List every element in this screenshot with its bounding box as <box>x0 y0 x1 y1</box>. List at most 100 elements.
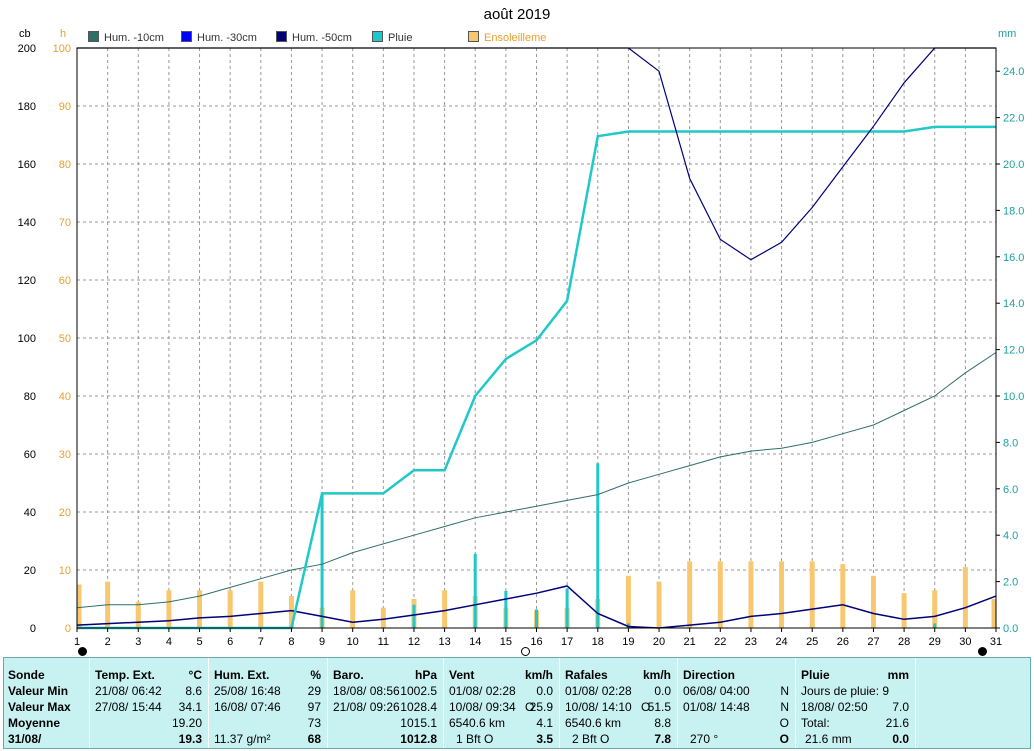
gusts-max: 51.5 <box>647 700 671 714</box>
y-tick-label-mm: 18.0 <box>1003 205 1024 217</box>
baro-min-date: 18/08/ 08:56 <box>333 684 400 698</box>
y-tick-label-cb: 120 <box>18 275 36 287</box>
y-tick-label-cb: 60 <box>24 449 36 461</box>
y-tick-label-h: 50 <box>59 333 71 345</box>
legend-label: Ensoleilleme <box>484 32 547 44</box>
line-hum-10cm <box>76 352 997 609</box>
baro-title: Baro. <box>333 668 364 682</box>
col-rain: Pluie mm Jours de pluie: 9 18/08/ 02:50 … <box>796 658 916 748</box>
y-tick-label-mm: 2.0 <box>1003 577 1018 589</box>
sunshine-bar <box>197 590 203 628</box>
sunshine-bar <box>991 599 997 628</box>
direction-min-date: 06/08/ 04:00 <box>683 684 750 698</box>
x-tick-label: 8 <box>288 636 294 648</box>
sunshine-bar <box>76 584 82 628</box>
month-start-marker[interactable] <box>78 647 87 656</box>
legend-swatch <box>88 31 99 42</box>
rain-max: 7.0 <box>892 700 909 714</box>
rain-total-label: Total: <box>801 716 830 730</box>
y-tick-label-h: 70 <box>59 217 71 229</box>
month-end-marker[interactable] <box>978 647 987 656</box>
x-tick-label: 27 <box>867 636 879 648</box>
sunshine-bar <box>656 581 662 628</box>
gusts-avg: 8.8 <box>654 716 671 730</box>
gusts-min: 0.0 <box>654 684 671 698</box>
gusts-distance: 6540.6 km <box>565 716 622 730</box>
y-tick-label-mm: 16.0 <box>1003 252 1024 264</box>
sunshine-bar <box>962 567 968 628</box>
temp-min-date: 21/08/ 06:42 <box>95 684 162 698</box>
sunshine-bar <box>380 607 386 628</box>
col-barometer: Baro. hPa 18/08/ 08:56 1002.5 21/08/ 09:… <box>328 658 444 748</box>
legend-label: Pluie <box>388 32 413 44</box>
rain-total: 21.6 <box>885 716 909 730</box>
sunshine-bar <box>932 590 938 628</box>
sunshine-bar <box>135 601 141 628</box>
sunshine-bar <box>350 590 356 628</box>
wind-max: 25.9 <box>529 700 553 714</box>
sunshine-bar <box>779 561 785 628</box>
row-label-min: Valeur Min <box>8 684 69 698</box>
hum-title: Hum. Ext. <box>214 668 270 682</box>
x-tick-label: 28 <box>898 636 910 648</box>
hum-max-date: 16/08/ 07:46 <box>214 700 281 714</box>
x-tick-label: 24 <box>775 636 787 648</box>
y-tick-label-h: 30 <box>59 449 71 461</box>
y-tick-label-mm: 22.0 <box>1003 113 1024 125</box>
col-empty <box>916 658 1030 748</box>
hum-avg: 73 <box>307 716 321 730</box>
rain-bars <box>320 463 937 628</box>
rain-bar <box>412 604 416 628</box>
sunshine-bar <box>288 596 294 628</box>
sunshine-bar <box>748 561 754 628</box>
baro-current: 1012.8 <box>400 732 437 746</box>
left-axis-unit-cb: cb <box>19 28 31 40</box>
rain-title: Pluie <box>801 668 830 682</box>
chart-title: août 2019 <box>483 6 551 23</box>
rain-bar <box>473 553 477 628</box>
rain-days: Jours de pluie: 9 <box>801 684 890 698</box>
temp-min: 8.6 <box>185 684 202 698</box>
legend-swatch <box>372 31 383 42</box>
gusts-min-date: 01/08/ 02:28 <box>565 684 632 698</box>
row-label-max: Valeur Max <box>8 700 71 714</box>
x-tick-label: 23 <box>745 636 757 648</box>
x-tick-label: 21 <box>684 636 696 648</box>
baro-max: 1028.4 <box>400 700 437 714</box>
chart-axes: 0204060801001201401601802000102030405060… <box>18 43 1025 648</box>
right-axis-unit-mm: mm <box>998 28 1017 40</box>
left-axis-unit-h: h <box>60 28 67 40</box>
x-tick-label: 12 <box>408 636 420 648</box>
hum-unit: % <box>310 668 321 682</box>
y-tick-label-h: 90 <box>59 101 71 113</box>
wind-distance: 6540.6 km <box>449 716 506 730</box>
baro-max-date: 21/08/ 09:26 <box>333 700 400 714</box>
sunshine-bar <box>442 590 448 628</box>
y-tick-label-cb: 0 <box>30 623 36 635</box>
x-tick-label: 15 <box>500 636 512 648</box>
x-tick-label: 10 <box>347 636 359 648</box>
mid-month-marker[interactable] <box>521 647 530 656</box>
x-tick-label: 7 <box>258 636 264 648</box>
sunshine-bar <box>227 590 233 628</box>
rain-bar <box>504 590 508 628</box>
legend-label: Hum. -10cm <box>104 32 164 44</box>
temp-max: 34.1 <box>178 700 202 714</box>
x-tick-label: 20 <box>653 636 665 648</box>
hum-current: 68 <box>307 732 321 746</box>
col-humidity: Hum. Ext. % 25/08/ 16:48 29 16/08/ 07:46… <box>209 658 328 748</box>
temp-avg: 19.20 <box>171 716 202 730</box>
sunshine-bar <box>258 581 264 628</box>
x-tick-label: 6 <box>227 636 233 648</box>
sunshine-bar <box>625 575 631 628</box>
wind-title: Vent <box>449 668 475 682</box>
col-temperature: Temp. Ext. °C 21/08/ 06:42 8.6 27/08/ 15… <box>90 658 209 748</box>
y-tick-label-cb: 40 <box>24 507 36 519</box>
rain-bar <box>320 493 324 628</box>
rain-current-total: 21.6 mm <box>805 732 852 746</box>
x-tick-label: 3 <box>135 636 141 648</box>
x-tick-label: 14 <box>469 636 481 648</box>
col-wind: Vent km/h 01/08/ 02:28 0.0 10/08/ 09:34 … <box>444 658 560 748</box>
y-tick-label-cb: 200 <box>18 43 36 55</box>
x-tick-label: 2 <box>105 636 111 648</box>
